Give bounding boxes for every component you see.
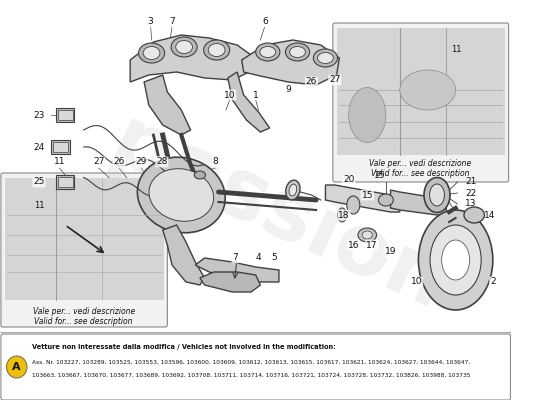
Text: 20: 20 <box>343 176 354 184</box>
Text: 15: 15 <box>361 190 373 200</box>
Ellipse shape <box>464 207 485 223</box>
Ellipse shape <box>349 88 386 142</box>
Text: 27: 27 <box>93 158 104 166</box>
Text: 21: 21 <box>465 178 476 186</box>
Text: 19: 19 <box>385 248 396 256</box>
Text: 13: 13 <box>465 200 476 208</box>
Ellipse shape <box>378 194 393 206</box>
Text: 6: 6 <box>262 18 268 26</box>
FancyBboxPatch shape <box>1 334 510 400</box>
Text: 25: 25 <box>34 178 45 186</box>
Text: Valid for... see description: Valid for... see description <box>35 316 133 326</box>
Text: 103663, 103667, 103670, 103677, 103689, 103692, 103708, 103711, 103714, 103716, : 103663, 103667, 103670, 103677, 103689, … <box>31 372 470 378</box>
Text: 10: 10 <box>224 90 235 100</box>
Text: 4: 4 <box>256 254 261 262</box>
Polygon shape <box>200 272 260 292</box>
Text: 11: 11 <box>451 46 461 54</box>
Ellipse shape <box>256 43 280 61</box>
Ellipse shape <box>286 180 300 200</box>
Text: 28: 28 <box>156 158 168 166</box>
Bar <box>53 142 68 152</box>
Ellipse shape <box>317 52 333 64</box>
Ellipse shape <box>208 44 225 56</box>
Text: 27: 27 <box>329 76 340 84</box>
Text: 7: 7 <box>169 18 175 26</box>
Ellipse shape <box>204 40 230 60</box>
Text: 17: 17 <box>366 240 378 250</box>
Text: 7: 7 <box>232 254 238 262</box>
Text: 22: 22 <box>465 188 476 198</box>
Ellipse shape <box>285 43 310 61</box>
Ellipse shape <box>362 231 372 239</box>
Polygon shape <box>326 185 400 212</box>
Bar <box>56 175 74 189</box>
Polygon shape <box>242 40 339 85</box>
Text: 9: 9 <box>285 86 291 94</box>
Ellipse shape <box>358 228 377 242</box>
Ellipse shape <box>139 43 164 63</box>
Ellipse shape <box>430 184 444 206</box>
Ellipse shape <box>171 37 197 57</box>
Text: 24: 24 <box>34 142 45 152</box>
Polygon shape <box>144 75 191 135</box>
Text: 8: 8 <box>213 158 218 166</box>
Ellipse shape <box>314 49 338 67</box>
Text: 11: 11 <box>34 202 45 210</box>
Polygon shape <box>130 35 251 82</box>
Ellipse shape <box>338 208 347 222</box>
Ellipse shape <box>143 46 160 60</box>
Text: 1: 1 <box>253 90 258 100</box>
Text: 14: 14 <box>483 210 495 220</box>
Ellipse shape <box>194 171 206 179</box>
Bar <box>4 178 164 300</box>
Ellipse shape <box>430 225 481 295</box>
Polygon shape <box>390 190 446 215</box>
Text: Vetture non interessate dalla modifica / Vehicles not involved in the modificati: Vetture non interessate dalla modifica /… <box>31 344 336 350</box>
Bar <box>51 140 70 154</box>
Text: 29: 29 <box>136 158 147 166</box>
Bar <box>337 28 505 155</box>
Ellipse shape <box>138 157 226 233</box>
Ellipse shape <box>419 210 493 310</box>
Text: 23: 23 <box>34 110 45 120</box>
Text: Valid for... see description: Valid for... see description <box>371 168 470 178</box>
Text: 15: 15 <box>373 171 385 180</box>
Circle shape <box>7 356 27 378</box>
Text: 2: 2 <box>490 278 496 286</box>
Text: passion: passion <box>98 102 460 328</box>
Text: 12: 12 <box>465 210 476 220</box>
Polygon shape <box>195 258 279 282</box>
Ellipse shape <box>442 240 470 280</box>
Ellipse shape <box>400 70 455 110</box>
Text: A: A <box>13 362 21 372</box>
Bar <box>58 110 73 120</box>
Text: Ass. Nr. 103227, 103289, 103525, 103553, 103596, 103600, 103609, 103612, 103613,: Ass. Nr. 103227, 103289, 103525, 103553,… <box>31 360 470 364</box>
Ellipse shape <box>347 196 360 214</box>
Text: 16: 16 <box>348 240 359 250</box>
Text: Vale per... vedi descrizione: Vale per... vedi descrizione <box>369 158 471 168</box>
Text: 3: 3 <box>148 18 153 26</box>
Ellipse shape <box>424 178 450 212</box>
Ellipse shape <box>149 169 213 221</box>
FancyBboxPatch shape <box>333 23 509 182</box>
Text: 5: 5 <box>271 254 277 262</box>
Ellipse shape <box>290 46 305 58</box>
Ellipse shape <box>176 40 192 54</box>
Text: 18: 18 <box>338 210 350 220</box>
Text: 26: 26 <box>113 158 125 166</box>
Ellipse shape <box>289 184 297 196</box>
Ellipse shape <box>260 46 276 58</box>
Text: 11: 11 <box>54 158 65 166</box>
Text: 10: 10 <box>411 278 422 286</box>
Text: 26: 26 <box>306 78 317 86</box>
Polygon shape <box>228 72 270 132</box>
Bar <box>56 108 74 122</box>
Bar <box>58 177 73 187</box>
FancyBboxPatch shape <box>1 173 167 327</box>
Text: Vale per... vedi descrizione: Vale per... vedi descrizione <box>32 308 135 316</box>
Polygon shape <box>163 225 205 285</box>
